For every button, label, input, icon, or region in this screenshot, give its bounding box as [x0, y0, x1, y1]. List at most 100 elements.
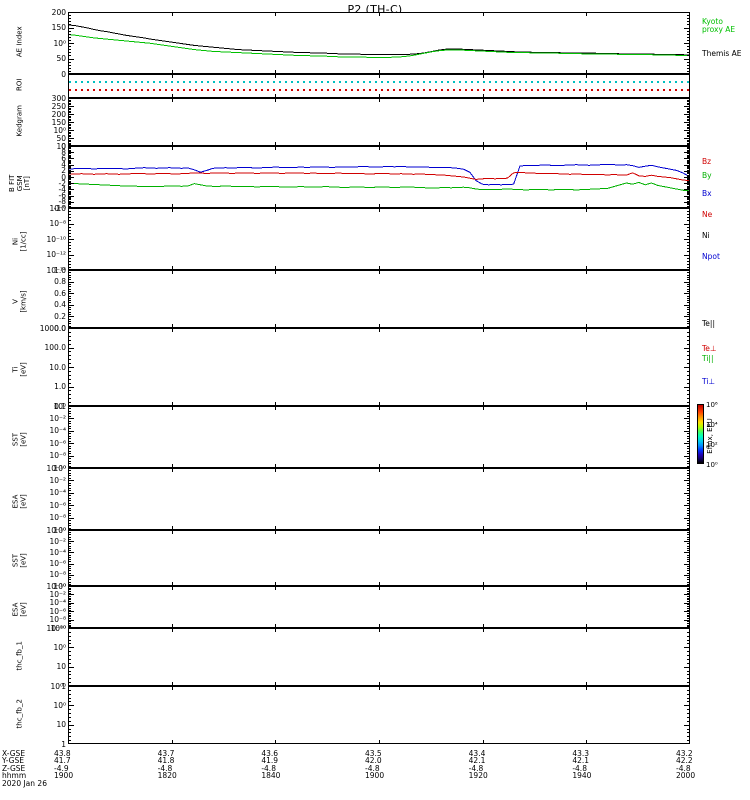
legend-ti-: Ti||: [702, 354, 714, 363]
x-tick-mark: [482, 582, 484, 586]
x-tick-mark: [689, 468, 690, 472]
colorbar-tick: 10⁶: [706, 401, 718, 409]
minor-tick-mark: [68, 626, 71, 628]
minor-tick-mark: [687, 581, 690, 583]
panel-bfit: [68, 146, 690, 208]
x-tick-mark: [482, 402, 484, 406]
minor-tick-mark: [687, 126, 690, 128]
x-tick-mark: [689, 12, 690, 16]
tick-mark: [684, 611, 690, 613]
minor-tick-mark: [687, 359, 690, 361]
tick-mark: [684, 666, 690, 668]
minor-tick-mark: [68, 118, 71, 120]
minor-tick-mark: [68, 472, 71, 474]
minor-tick-mark: [68, 435, 71, 437]
tick-mark: [684, 223, 690, 225]
tick-mark: [68, 138, 74, 139]
x-tick-mark: [171, 586, 173, 590]
minor-tick-mark: [68, 120, 71, 122]
x-tick-mark: [379, 98, 380, 102]
x-tick-mark: [171, 406, 173, 410]
x-tick-mark: [68, 402, 69, 406]
y-tick-esa2: 10⁻⁶: [49, 606, 66, 616]
x-tick-mark: [171, 628, 173, 632]
minor-tick-mark: [68, 229, 71, 231]
minor-tick-mark: [687, 325, 690, 327]
y-tick-esa2: 10⁻¹⁰: [46, 623, 66, 633]
minor-tick-mark: [68, 589, 71, 591]
tick-mark: [68, 158, 74, 160]
minor-tick-mark: [687, 272, 690, 274]
x-tick-mark: [586, 204, 588, 208]
minor-tick-mark: [68, 153, 71, 155]
minor-tick-mark: [687, 180, 690, 182]
minor-tick-mark: [68, 194, 71, 196]
minor-tick-mark: [687, 390, 690, 392]
minor-tick-mark: [68, 415, 71, 417]
x-tick-mark: [689, 70, 690, 74]
minor-tick-mark: [687, 343, 690, 345]
y-tick-ni: 10⁻⁸: [49, 219, 66, 228]
minor-tick-mark: [687, 214, 690, 216]
x-tick-mark: [482, 586, 484, 590]
minor-tick-mark: [68, 276, 71, 278]
x-tick-mark: [171, 740, 173, 744]
tick-mark: [68, 552, 74, 554]
y-tick-kedgram: 50: [56, 133, 66, 143]
y-tick-v: 0.0: [54, 323, 66, 333]
y-tick-sst2: 10⁻²: [49, 536, 66, 546]
minor-tick-mark: [687, 220, 690, 222]
x-tick-mark: [689, 94, 690, 98]
minor-tick-mark: [687, 507, 690, 509]
minor-tick-mark: [687, 497, 690, 499]
minor-tick-mark: [687, 188, 690, 190]
minor-tick-mark: [687, 570, 690, 572]
minor-tick-mark: [68, 720, 71, 722]
minor-tick-mark: [68, 532, 71, 534]
panel-v: [68, 270, 690, 328]
minor-tick-mark: [687, 420, 690, 422]
minor-tick-mark: [687, 472, 690, 474]
tick-mark: [68, 152, 74, 154]
minor-tick-mark: [68, 536, 71, 538]
minor-tick-mark: [68, 599, 71, 601]
minor-tick-mark: [687, 445, 690, 447]
minor-tick-mark: [68, 131, 71, 133]
y-tick-fb1: 1: [61, 681, 66, 691]
y-tick-sst1: 10⁻¹⁰: [46, 463, 66, 473]
minor-tick-mark: [68, 482, 71, 484]
minor-tick-mark: [68, 440, 71, 442]
tick-mark: [684, 647, 690, 649]
x-tick-mark: [689, 402, 690, 406]
minor-tick-mark: [687, 621, 690, 623]
minor-tick-mark: [687, 155, 690, 157]
y-tick-kedgram: 300: [51, 93, 66, 103]
minor-tick-mark: [68, 125, 71, 127]
x-axis-value-x-gse: 43.6: [261, 749, 279, 758]
tick-mark: [684, 27, 690, 29]
minor-tick-mark: [68, 307, 71, 309]
minor-tick-mark: [687, 125, 690, 127]
tick-mark: [684, 563, 690, 565]
legend-ti-: Ti⊥: [702, 377, 715, 386]
y-tick-bfit: 2: [61, 166, 66, 176]
minor-tick-mark: [68, 550, 71, 552]
minor-tick-mark: [68, 162, 71, 164]
minor-tick-mark: [687, 639, 690, 641]
minor-tick-mark: [68, 359, 71, 361]
x-tick-mark: [379, 70, 380, 74]
x-tick-mark: [275, 468, 277, 472]
minor-tick-mark: [687, 172, 690, 174]
minor-tick-mark: [687, 559, 690, 561]
minor-tick-mark: [687, 720, 690, 722]
y-tick-esa1: 10⁻¹⁰: [46, 525, 66, 535]
tick-mark: [684, 467, 690, 468]
minor-tick-mark: [687, 477, 690, 479]
tick-mark: [68, 406, 74, 407]
minor-tick-mark: [687, 716, 690, 718]
y-tick-fb2: 10⁰: [53, 700, 66, 710]
minor-tick-mark: [687, 181, 690, 183]
x-tick-mark: [68, 464, 69, 468]
x-tick-mark: [171, 324, 173, 328]
tick-mark: [684, 505, 690, 507]
